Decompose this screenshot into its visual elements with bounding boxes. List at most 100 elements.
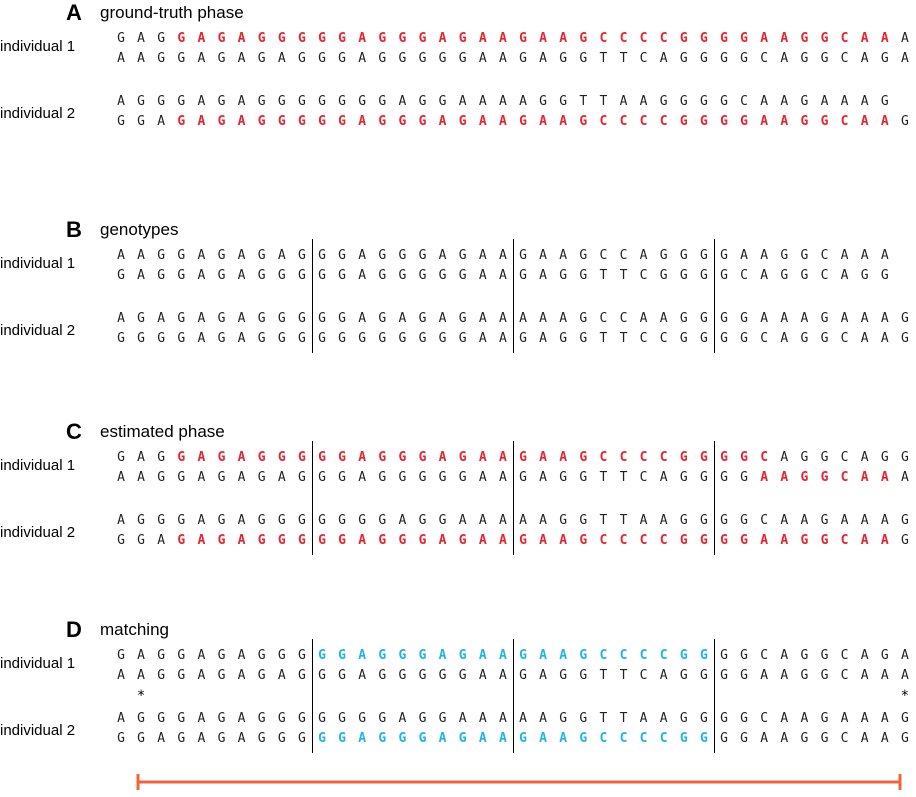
nucleotide: C (619, 31, 628, 46)
nucleotide: G (398, 51, 407, 66)
nucleotide: A (760, 311, 769, 326)
nucleotide: G (720, 668, 728, 683)
nucleotide: G (358, 513, 367, 528)
nucleotide: A (237, 268, 246, 283)
nucleotide: C (639, 648, 648, 663)
nucleotide: C (599, 533, 608, 548)
nucleotide: A (559, 731, 568, 746)
nucleotide: G (117, 331, 125, 346)
nucleotide: A (358, 533, 367, 548)
nucleotide: G (519, 331, 527, 346)
nucleotide: C (840, 450, 849, 465)
nucleotide: G (519, 268, 527, 283)
nucleotide: A (197, 450, 206, 465)
nucleotide: A (478, 268, 487, 283)
nucleotide: G (297, 51, 306, 66)
nucleotide: G (458, 248, 467, 263)
nucleotide: C (659, 731, 668, 746)
nucleotide: A (780, 331, 789, 346)
nucleotide: A (860, 51, 869, 66)
nucleotide: A (780, 711, 789, 726)
nucleotide: A (237, 450, 246, 465)
nucleotide: A (519, 711, 527, 726)
nucleotide: G (579, 51, 588, 66)
nucleotide: G (277, 114, 286, 129)
nucleotide: G (720, 450, 728, 465)
nucleotide: A (438, 114, 447, 129)
nucleotide: A (498, 311, 507, 326)
nucleotide: A (880, 533, 889, 548)
nucleotide: A (780, 450, 789, 465)
mismatch-star: * (136, 688, 146, 704)
nucleotide: G (800, 248, 809, 263)
nucleotide: G (458, 51, 467, 66)
nucleotide: T (599, 470, 608, 485)
nucleotide: A (760, 31, 769, 46)
nucleotide: G (318, 731, 326, 746)
individual-label: individual 1 (0, 655, 76, 672)
nucleotide: G (740, 51, 748, 66)
nucleotide: G (699, 450, 708, 465)
nucleotide: A (197, 51, 206, 66)
nucleotide: A (539, 31, 547, 46)
nucleotide: C (639, 668, 648, 683)
nucleotide: A (398, 513, 407, 528)
nucleotide: G (217, 470, 226, 485)
nucleotide: G (780, 268, 789, 283)
nucleotide: A (780, 513, 789, 528)
nucleotide: G (157, 450, 166, 465)
nucleotide: G (720, 331, 728, 346)
nucleotide: G (297, 31, 306, 46)
nucleotide: A (880, 311, 889, 326)
nucleotide: G (177, 731, 186, 746)
nucleotide: G (378, 668, 387, 683)
nucleotide: C (760, 51, 769, 66)
nucleotide: A (760, 114, 769, 129)
nucleotide: C (639, 114, 648, 129)
nucleotide: G (820, 470, 829, 485)
nucleotide: A (458, 513, 467, 528)
nucleotide: G (338, 533, 346, 548)
nucleotide: G (699, 331, 708, 346)
nucleotide: G (579, 268, 588, 283)
nucleotide: A (197, 114, 206, 129)
nucleotide: C (639, 31, 648, 46)
nucleotide: G (318, 711, 326, 726)
nucleotide: G (117, 731, 125, 746)
nucleotide: G (137, 731, 145, 746)
nucleotide: G (257, 114, 266, 129)
nucleotide: G (177, 311, 186, 326)
nucleotide: A (780, 51, 789, 66)
nucleotide: A (880, 668, 889, 683)
nucleotide: A (137, 470, 145, 485)
nucleotide: G (860, 268, 869, 283)
nucleotide: G (177, 268, 186, 283)
nucleotide: A (559, 248, 568, 263)
nucleotide: G (157, 268, 166, 283)
nucleotide: G (720, 311, 728, 326)
nucleotide: T (619, 711, 628, 726)
nucleotide: A (197, 513, 206, 528)
nucleotide: A (117, 311, 125, 326)
nucleotide: G (297, 470, 306, 485)
nucleotide: G (579, 668, 588, 683)
nucleotide: A (197, 731, 206, 746)
nucleotide: T (599, 711, 608, 726)
nucleotide: G (820, 513, 829, 528)
nucleotide: A (498, 668, 507, 683)
nucleotide: G (438, 711, 447, 726)
nucleotide: G (699, 533, 708, 548)
nucleotide: G (157, 668, 166, 683)
nucleotide: A (398, 94, 407, 109)
nucleotide: A (197, 331, 206, 346)
nucleotide: G (177, 51, 186, 66)
nucleotide: G (378, 114, 387, 129)
nucleotide: A (760, 470, 769, 485)
nucleotide: A (860, 711, 869, 726)
nucleotide: G (800, 731, 809, 746)
individual-label: individual 2 (0, 524, 76, 541)
nucleotide: G (679, 114, 688, 129)
nucleotide: G (438, 94, 447, 109)
nucleotide: A (498, 513, 507, 528)
